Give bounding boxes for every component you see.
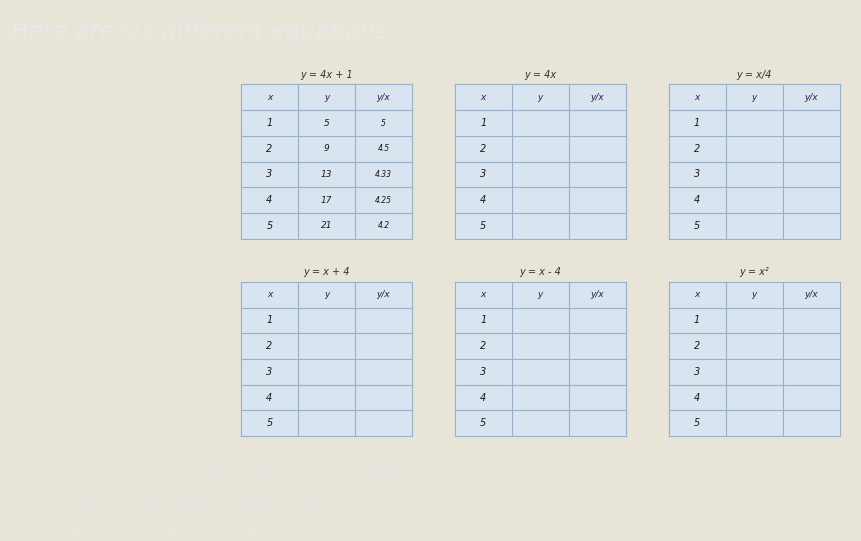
Text: 4: 4	[694, 393, 700, 403]
Text: answer to the first question? Expla: answer to the first question? Expla	[17, 524, 266, 537]
Text: 5: 5	[694, 418, 700, 428]
Text: 13: 13	[320, 170, 332, 179]
Text: x: x	[694, 93, 700, 102]
Text: 4: 4	[266, 195, 273, 205]
Text: 4.5: 4.5	[377, 144, 389, 153]
Text: Here are six different equations.: Here are six different equations.	[11, 21, 395, 44]
Text: 1.   Predict which of these equations represent a proportional relatio: 1. Predict which of these equations repr…	[17, 467, 446, 480]
Text: y: y	[752, 93, 757, 102]
Text: 5: 5	[480, 221, 486, 231]
Text: 1: 1	[266, 315, 273, 326]
Text: y = 4x + 1: y = 4x + 1	[300, 70, 353, 80]
Text: 2: 2	[480, 341, 486, 351]
Bar	[668, 84, 839, 239]
Bar	[241, 84, 412, 239]
Text: y: y	[324, 291, 329, 299]
Text: 1: 1	[266, 118, 273, 128]
Text: 3: 3	[480, 367, 486, 377]
Text: 17: 17	[320, 196, 332, 204]
Text: y/x: y/x	[804, 93, 818, 102]
Text: 5: 5	[324, 118, 330, 128]
Text: 4.33: 4.33	[375, 170, 392, 179]
Text: y = x²: y = x²	[740, 267, 769, 278]
Text: x: x	[267, 291, 272, 299]
Text: y: y	[324, 93, 329, 102]
Text: 4.2: 4.2	[377, 221, 389, 230]
Text: y: y	[537, 291, 543, 299]
Text: 3: 3	[266, 169, 273, 180]
Text: 4: 4	[480, 195, 486, 205]
Text: x: x	[694, 291, 700, 299]
Text: 4: 4	[694, 195, 700, 205]
Text: y: y	[752, 291, 757, 299]
Bar	[455, 84, 626, 239]
Text: y = 4x: y = 4x	[524, 70, 556, 80]
Text: 3: 3	[266, 367, 273, 377]
Text: y/x: y/x	[591, 291, 604, 299]
Text: x: x	[480, 291, 486, 299]
Bar	[241, 282, 412, 436]
Bar	[455, 282, 626, 436]
Text: 4.25: 4.25	[375, 196, 392, 204]
Text: 3: 3	[480, 169, 486, 180]
Text: 2: 2	[266, 341, 273, 351]
Text: 1: 1	[694, 118, 700, 128]
Text: y/x: y/x	[376, 291, 390, 299]
Text: 5: 5	[266, 221, 273, 231]
Text: 4: 4	[480, 393, 486, 403]
Text: y/x: y/x	[591, 93, 604, 102]
Text: x: x	[267, 93, 272, 102]
Text: 2: 2	[694, 144, 700, 154]
Text: 1: 1	[480, 118, 486, 128]
Text: 2.   Complete each table using the equation that represents the relat: 2. Complete each table using the equatio…	[17, 497, 450, 510]
Bar	[668, 282, 839, 436]
Text: 5: 5	[480, 418, 486, 428]
Text: y: y	[537, 93, 543, 102]
Text: 9: 9	[324, 144, 330, 153]
Text: 5: 5	[381, 118, 386, 128]
Text: 21: 21	[320, 221, 332, 230]
Text: 4: 4	[266, 393, 273, 403]
Text: 1: 1	[480, 315, 486, 326]
Text: 3: 3	[694, 169, 700, 180]
Text: y = x/4: y = x/4	[736, 70, 771, 80]
Text: y/x: y/x	[804, 291, 818, 299]
Text: y = x + 4: y = x + 4	[303, 267, 350, 278]
Text: x: x	[480, 93, 486, 102]
Text: 5: 5	[694, 221, 700, 231]
Text: 2: 2	[480, 144, 486, 154]
Text: y = x - 4: y = x - 4	[519, 267, 561, 278]
Text: 3: 3	[694, 367, 700, 377]
Text: y/x: y/x	[376, 93, 390, 102]
Text: 2: 2	[694, 341, 700, 351]
Text: 5: 5	[266, 418, 273, 428]
Text: 1: 1	[694, 315, 700, 326]
Text: 2: 2	[266, 144, 273, 154]
